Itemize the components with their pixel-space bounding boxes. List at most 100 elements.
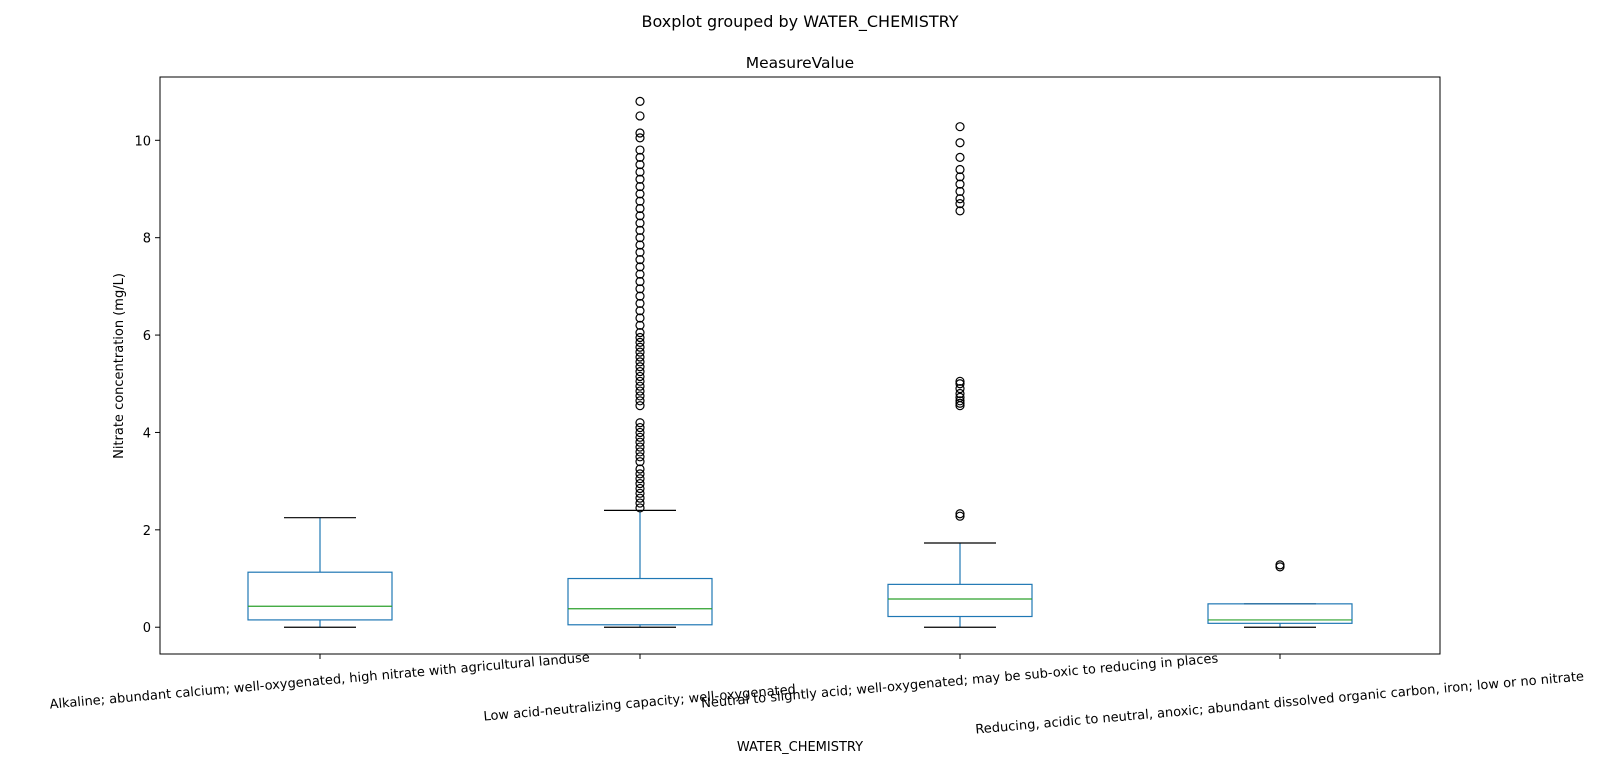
outlier-point bbox=[635, 160, 645, 170]
x-axis: Alkaline; abundant calcium; well-oxygena… bbox=[49, 650, 1585, 737]
outlier-point bbox=[635, 269, 645, 279]
outlier-point bbox=[635, 320, 645, 330]
outlier-point bbox=[635, 225, 645, 235]
outlier-point bbox=[635, 133, 645, 143]
outlier-point bbox=[635, 276, 645, 287]
outlier-point bbox=[635, 254, 645, 265]
outlier-point bbox=[635, 181, 645, 192]
outlier-point bbox=[635, 306, 645, 316]
outlier-point bbox=[635, 352, 645, 362]
outlier-point bbox=[635, 167, 645, 177]
x-tick-label: Neutral to slightly acid; well-oxygenate… bbox=[701, 651, 1219, 711]
outlier-point bbox=[635, 418, 645, 428]
outlier-point bbox=[635, 342, 645, 352]
outlier-point bbox=[635, 391, 645, 401]
outlier-point bbox=[635, 478, 645, 489]
outlier-point bbox=[635, 432, 645, 442]
outlier-point bbox=[955, 122, 965, 132]
outlier-point bbox=[955, 152, 965, 162]
y-tick-label: 2 bbox=[143, 524, 151, 539]
outlier-point bbox=[955, 511, 965, 521]
outlier-point bbox=[635, 328, 645, 338]
y-tick-label: 4 bbox=[143, 426, 151, 441]
outlier-point bbox=[635, 262, 645, 272]
outlier-point bbox=[635, 347, 645, 357]
outlier-point bbox=[635, 464, 645, 474]
outlier-point bbox=[635, 427, 645, 438]
outlier-point bbox=[955, 179, 965, 189]
outlier-point bbox=[635, 211, 645, 221]
outlier-point bbox=[635, 442, 645, 452]
outlier-point bbox=[635, 291, 645, 301]
outlier-point bbox=[635, 362, 645, 372]
outlier-point bbox=[635, 503, 645, 513]
outlier-point bbox=[635, 422, 645, 433]
box-group bbox=[567, 96, 713, 628]
outlier-point bbox=[955, 396, 965, 406]
outlier-point bbox=[955, 198, 965, 209]
outlier-point bbox=[635, 152, 645, 162]
outlier-point bbox=[635, 313, 645, 323]
outlier-point bbox=[635, 447, 645, 457]
outlier-point bbox=[635, 452, 645, 462]
outlier-point bbox=[1275, 560, 1285, 570]
outlier-point bbox=[955, 392, 965, 402]
outlier-point bbox=[955, 388, 965, 399]
iqr-box bbox=[247, 571, 393, 621]
outlier-point bbox=[635, 376, 645, 386]
x-axis-label: WATER_CHEMISTRY bbox=[737, 740, 863, 755]
outlier-point bbox=[635, 371, 645, 382]
outlier-point bbox=[635, 145, 645, 155]
outlier-point bbox=[955, 379, 965, 389]
outlier-point bbox=[635, 474, 645, 484]
outlier-point bbox=[955, 138, 965, 148]
y-tick-label: 10 bbox=[134, 134, 151, 149]
outlier-point bbox=[955, 172, 965, 182]
outlier-point bbox=[635, 493, 645, 503]
chart-title: MeasureValue bbox=[746, 54, 854, 72]
outlier-point bbox=[635, 401, 645, 411]
outlier-point bbox=[635, 332, 645, 343]
outlier-point bbox=[635, 240, 645, 250]
outlier-point bbox=[635, 196, 645, 206]
outlier-point bbox=[635, 386, 645, 396]
outlier-point bbox=[635, 457, 645, 467]
iqr-box bbox=[1207, 603, 1353, 624]
outlier-point bbox=[635, 498, 645, 508]
outlier-point bbox=[635, 298, 645, 309]
y-tick-label: 8 bbox=[143, 232, 151, 247]
y-tick-label: 6 bbox=[143, 329, 151, 344]
outlier-point bbox=[635, 488, 645, 498]
chart-suptitle: Boxplot grouped by WATER_CHEMISTRY bbox=[641, 12, 958, 32]
outlier-point bbox=[635, 128, 645, 138]
boxes-group bbox=[247, 96, 1353, 628]
outlier-point bbox=[635, 233, 645, 243]
box-group bbox=[247, 517, 393, 628]
outlier-point bbox=[635, 203, 645, 214]
y-axis: 0 2 4 6 8 10 bbox=[134, 134, 160, 636]
outlier-point bbox=[635, 437, 645, 447]
outlier-point bbox=[635, 174, 645, 184]
outlier-point bbox=[635, 189, 645, 199]
outlier-point bbox=[955, 398, 965, 408]
outlier-point bbox=[955, 376, 965, 386]
outlier-point bbox=[635, 366, 645, 377]
outlier-point bbox=[635, 337, 645, 347]
outlier-point bbox=[955, 186, 965, 197]
outlier-point bbox=[955, 194, 965, 204]
outlier-point bbox=[955, 206, 965, 216]
outlier-point bbox=[635, 469, 645, 479]
outlier-point bbox=[635, 357, 645, 367]
plot-area-frame bbox=[159, 76, 1441, 655]
y-axis-label: Nitrate concentration (mg/L) bbox=[112, 273, 127, 459]
outlier-point bbox=[635, 218, 645, 228]
outlier-point bbox=[635, 396, 645, 406]
outlier-point bbox=[635, 247, 645, 257]
outlier-point bbox=[955, 384, 965, 394]
outlier-point bbox=[635, 96, 645, 106]
outlier-point bbox=[635, 483, 645, 494]
outlier-point bbox=[635, 111, 645, 121]
outlier-point bbox=[955, 164, 965, 175]
outlier-point bbox=[635, 381, 645, 391]
iqr-box bbox=[887, 583, 1033, 618]
